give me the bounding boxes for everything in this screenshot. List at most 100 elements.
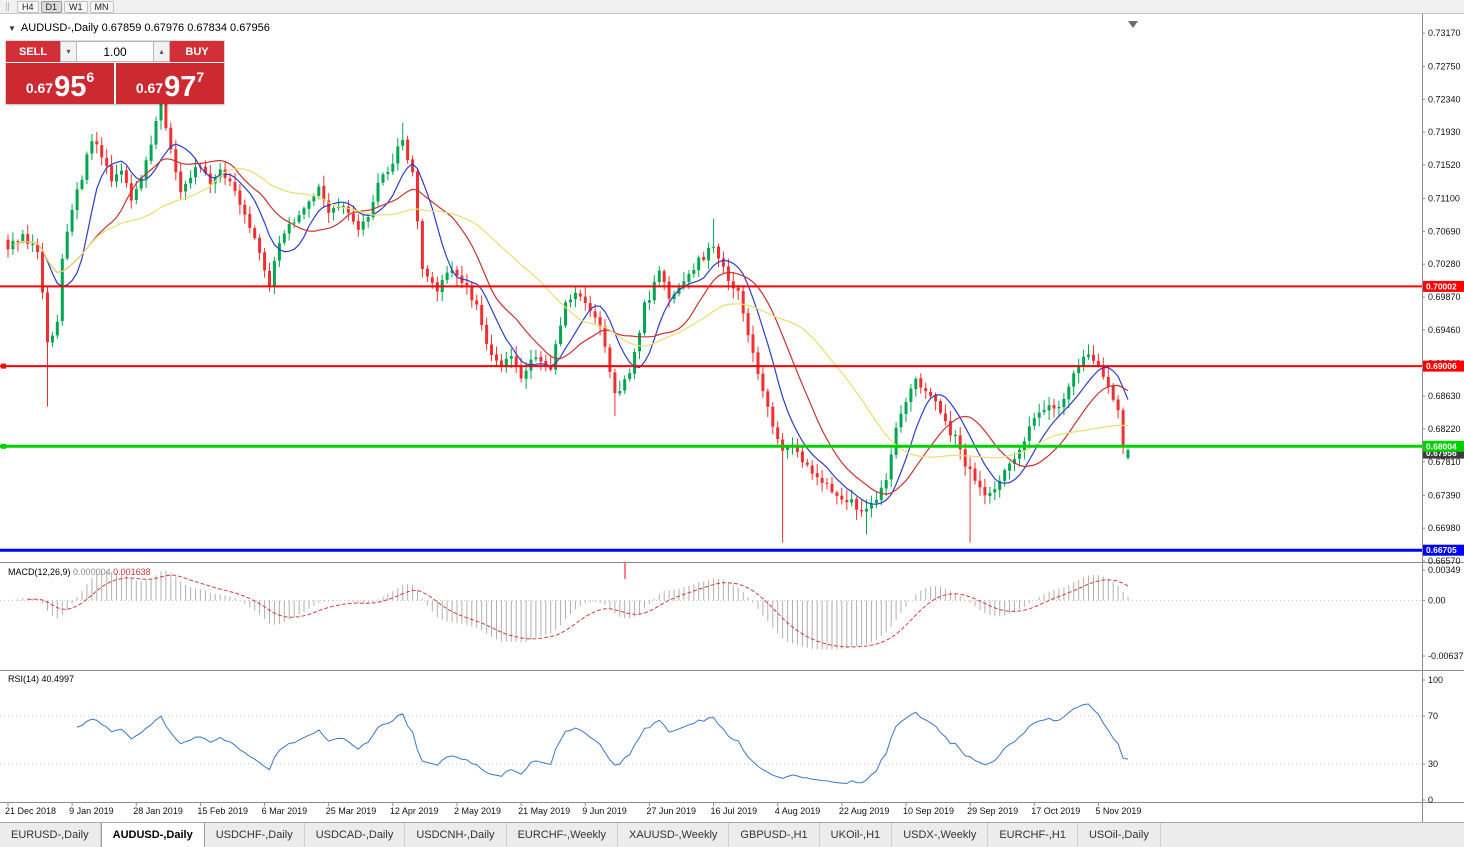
- date-axis-label: 28 Jan 2019: [133, 806, 183, 816]
- macd-main-value: 0.000004: [73, 567, 111, 577]
- price-axis-label: 0.71930: [1428, 127, 1461, 137]
- date-axis-label: 29 Sep 2019: [967, 806, 1018, 816]
- hline-price-tag-label: 0.69006: [1426, 361, 1457, 371]
- timeframe-d1-button[interactable]: D1: [40, 0, 63, 13]
- rsi-line: [76, 703, 1129, 785]
- sell-button[interactable]: SELL: [6, 41, 60, 62]
- chart-tab-usdcnh-daily[interactable]: USDCNH-,Daily: [405, 823, 507, 847]
- chart-tab-eurchf-h1[interactable]: EURCHF-,H1: [988, 823, 1078, 847]
- price-axis-label: 0.70690: [1428, 226, 1461, 236]
- buy-price-point: 7: [196, 69, 205, 85]
- chart-tab-xauusd-weekly[interactable]: XAUUSD-,Weekly: [617, 823, 730, 847]
- date-axis-label: 21 May 2019: [518, 806, 570, 816]
- chart-tab-audusd-daily[interactable]: AUDUSD-,Daily: [100, 823, 205, 847]
- rsi-axis-label: 0: [1428, 795, 1433, 805]
- buy-price-pips: 97: [164, 71, 197, 103]
- price-axis-label: 0.66570: [1428, 556, 1461, 566]
- sell-price-pips: 95: [54, 71, 87, 103]
- date-axis-label: 2 May 2019: [454, 806, 501, 816]
- chart-tab-gbpusd-h1[interactable]: GBPUSD-,H1: [729, 823, 820, 847]
- chart-shift-marker[interactable]: [1128, 21, 1138, 28]
- buy-button[interactable]: BUY: [170, 41, 224, 62]
- one-click-trading-panel: SELL ▾ 1.00 ▴ BUY 0.67 95 6 0.67 97 7: [6, 41, 224, 104]
- volume-decrease-button[interactable]: ▾: [60, 41, 77, 62]
- date-axis-label: 17 Oct 2019: [1031, 806, 1080, 816]
- rsi-panel-area[interactable]: [0, 670, 1422, 802]
- hline-price-tag-label: 0.70002: [1426, 281, 1457, 291]
- ma-34-line: [12, 167, 1128, 459]
- chart-tab-eurusd-daily[interactable]: EURUSD-,Daily: [0, 823, 101, 847]
- timeframe-w1-button[interactable]: W1: [64, 0, 88, 13]
- chart-tab-usdx-weekly[interactable]: USDX-,Weekly: [892, 823, 989, 847]
- chart-title-text: AUDUSD-,Daily 0.67859 0.67976 0.67834 0.…: [20, 22, 270, 34]
- macd-axis-label: -0.00637: [1428, 651, 1464, 661]
- chart-window: 0.73170 0.72750 0.72340 0.71930 0.71520 0.711…: [0, 14, 1464, 822]
- hline-price-tag: [1423, 544, 1464, 556]
- timeframe-mn-button[interactable]: MN: [89, 0, 114, 13]
- macd-panel-area[interactable]: [0, 562, 1422, 670]
- chart-tab-usdcad-daily[interactable]: USDCAD-,Daily: [304, 823, 406, 847]
- date-axis-label: 27 Jun 2019: [646, 806, 696, 816]
- price-axis-label: 0.67810: [1428, 457, 1461, 467]
- chart-tab-ukoil-h1[interactable]: UKOil-,H1: [819, 823, 893, 847]
- date-axis-label: 4 Aug 2019: [775, 806, 821, 816]
- date-axis-label: 5 Nov 2019: [1095, 806, 1141, 816]
- ma-8-line: [12, 143, 1129, 505]
- chart-tab-usdchf-daily[interactable]: USDCHF-,Daily: [204, 823, 305, 847]
- chart-tab-usoil-daily[interactable]: USOil-,Daily: [1077, 823, 1161, 847]
- sell-price-display[interactable]: 0.67 95 6: [6, 63, 114, 104]
- price-axis-label: 0.66980: [1428, 523, 1461, 533]
- date-axis-label: 12 Apr 2019: [390, 806, 439, 816]
- volume-increase-button[interactable]: ▴: [153, 41, 170, 62]
- hline-handle[interactable]: [1, 443, 6, 449]
- macd-name: MACD(12,26,9): [8, 567, 71, 577]
- price-axis-label: 0.69870: [1428, 292, 1461, 302]
- price-axis-label: 0.71100: [1428, 194, 1460, 204]
- chevron-up-icon: ▴: [159, 47, 164, 56]
- rsi-axis-label: 70: [1428, 711, 1438, 721]
- chart-title: ▼ AUDUSD-,Daily 0.67859 0.67976 0.67834 …: [8, 22, 270, 34]
- date-axis-label: 9 Jan 2019: [69, 806, 114, 816]
- timeframe-h4-button[interactable]: H4: [17, 0, 39, 13]
- rsi-name: RSI(14): [8, 674, 40, 684]
- chevron-down-icon: ▾: [66, 47, 71, 56]
- price-axis-label: 0.72750: [1428, 62, 1461, 72]
- date-axis-label: 16 Jul 2019: [711, 806, 758, 816]
- timeframe-toolbar: H4 D1 W1 MN: [0, 0, 1464, 14]
- hline-price-tag: [1423, 280, 1464, 292]
- ma-16-line: [12, 158, 1129, 495]
- rsi-label: RSI(14) 40.4997: [8, 674, 74, 684]
- hline-price-tag: [1423, 440, 1464, 452]
- date-axis-label: 22 Aug 2019: [839, 806, 890, 816]
- chart-tabbar: EURUSD-,Daily AUDUSD-,Daily USDCHF-,Daily U…: [0, 822, 1464, 847]
- current-price-tag-label: 0.67956: [1426, 448, 1457, 458]
- hline-price-tag-label: 0.66705: [1426, 545, 1457, 555]
- price-axis-label: 0.73170: [1428, 28, 1461, 38]
- macd-axis-label: 0.00: [1428, 595, 1446, 605]
- macd-signal-value: 0.001638: [113, 567, 151, 577]
- date-axis-label: 25 Mar 2019: [326, 806, 377, 816]
- price-axis-label: 0.72340: [1428, 94, 1461, 104]
- date-axis-label: 21 Dec 2018: [5, 806, 56, 816]
- volume-input[interactable]: 1.00: [77, 41, 153, 62]
- toolbar-grip: [6, 2, 9, 11]
- rsi-axis-label: 30: [1428, 759, 1438, 769]
- price-axis-label: 0.68630: [1428, 391, 1461, 401]
- chart-tab-eurchf-weekly[interactable]: EURCHF-,Weekly: [506, 823, 618, 847]
- current-price-tag: [1423, 447, 1464, 459]
- date-axis-label: 10 Sep 2019: [903, 806, 954, 816]
- macd-label: MACD(12,26,9) 0.000004 0.001638: [8, 567, 151, 577]
- price-axis-label: 0.71520: [1428, 160, 1461, 170]
- collapse-trade-panel-icon[interactable]: ▼: [8, 23, 16, 33]
- price-axis-label: 0.69460: [1428, 325, 1461, 335]
- hline-handle[interactable]: [1, 363, 6, 369]
- rsi-value: 40.4997: [41, 674, 75, 684]
- date-axis-label: 6 Mar 2019: [262, 806, 308, 816]
- hline-price-tag: [1423, 360, 1464, 372]
- date-axis-label: 15 Feb 2019: [197, 806, 248, 816]
- sell-price-point: 6: [86, 69, 95, 85]
- buy-price-display[interactable]: 0.67 97 7: [116, 63, 224, 104]
- candlestick-series: [6, 93, 1130, 543]
- price-axis-label: 0.68220: [1428, 424, 1461, 434]
